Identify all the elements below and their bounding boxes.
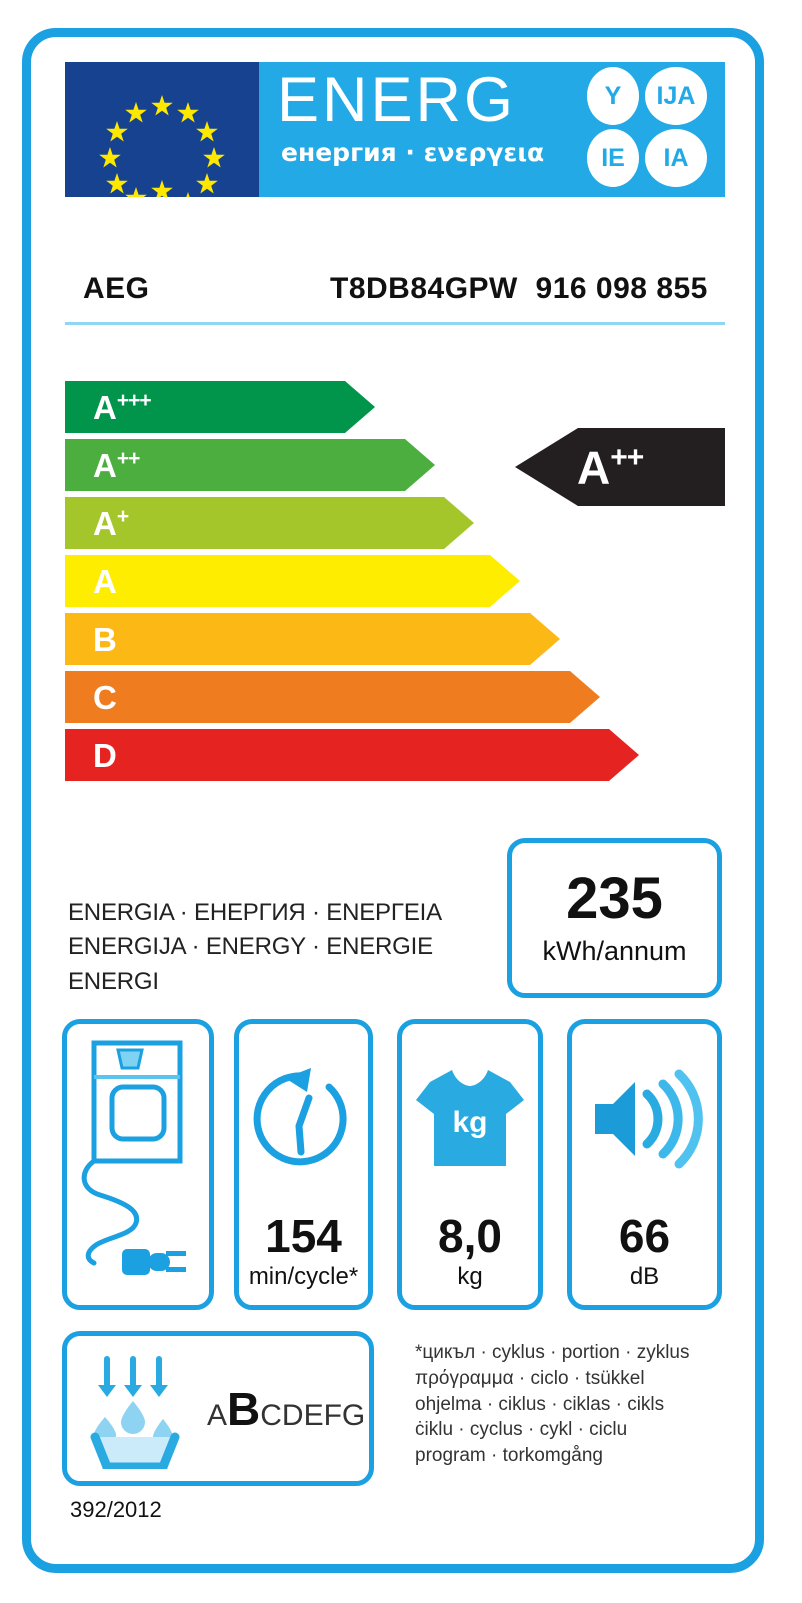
scale-bar-label-4: B [93, 620, 117, 658]
scale-bar-1: A++ [65, 439, 435, 491]
brand-name: AEG [83, 272, 150, 305]
circle-ija: IJA [645, 67, 707, 125]
speaker-svg [594, 1069, 703, 1168]
tumble-dryer-plug-icon [67, 1024, 209, 1287]
footnote-marker: * [415, 1342, 423, 1363]
scale-row-4: B [65, 613, 725, 665]
annual-energy-value: 235 [566, 865, 663, 931]
circle-ie: IE [587, 129, 639, 187]
scale-bar-0: A+++ [65, 381, 375, 433]
cycle-time-unit: min/cycle* [248, 1263, 359, 1290]
condensation-selected: B [227, 1382, 261, 1435]
energy-multilingual-text: ENERGIA · ЕНЕРГИЯ · ΕΝΕΡΓΕΙΑ ENERGIJA · … [68, 896, 488, 999]
svg-text:kg: kg [452, 1106, 487, 1139]
energy-word-line-1: ENERGIA · ЕНЕРГИЯ · ΕΝΕΡΓΕΙΑ [68, 899, 442, 926]
label-header: ENERG енергия · ενεργεια Y IJA IE IA [65, 62, 725, 213]
annual-energy-box: 235 kWh/annum [507, 838, 722, 998]
footnote-line-2: πρόγραμμα · ciclo · tsükkel [415, 1367, 645, 1389]
capacity-value: 8,0 [438, 1210, 502, 1262]
cycle-time-value: 154 [265, 1210, 342, 1262]
language-circles: Y IJA IE IA [587, 67, 717, 193]
energy-word-line-2: ENERGIJA · ENERGY · ENERGIE [68, 933, 433, 961]
energy-rating-label: A++ [577, 441, 644, 494]
energ-band: ENERG енергия · ενεργεια Y IJA IE IA [259, 62, 725, 197]
model-name: T8DB84GPW 916 098 855 [330, 272, 708, 305]
scale-bar-label-2: A+ [93, 505, 129, 542]
scale-row-5: C [65, 671, 725, 723]
scale-bar-2: A+ [65, 497, 474, 549]
speaker-icon [572, 1024, 717, 1213]
footnote-line-1: *цикъл · cyklus · portion · zyklus [415, 1340, 715, 1366]
scale-row-0: A+++ [65, 381, 725, 433]
clock-icon [239, 1024, 368, 1213]
footnote-line-5: program · torkomgång [415, 1445, 603, 1467]
scale-bar-label-5: C [93, 678, 117, 716]
scale-row-6: D [65, 729, 725, 781]
scale-row-1: A++ [65, 439, 725, 491]
footnote-text-1: цикъл · cyklus · portion · zyklus [422, 1342, 690, 1363]
condensation-after: CDEFG [260, 1398, 366, 1432]
label-frame [22, 28, 764, 1573]
scale-bar-label-6: D [93, 736, 117, 774]
metric-boxes: 154 min/cycle* kg 8,0 kg [62, 1019, 722, 1310]
dryer-power-box [62, 1019, 214, 1310]
energy-class-scale: A+++ A++ A+ A B C [65, 381, 725, 791]
circle-y: Y [587, 67, 639, 125]
scale-bar-label-0: A+++ [93, 389, 152, 426]
condensation-class-letters: ABCDEFG [207, 1386, 365, 1432]
capacity-unit: kg [457, 1263, 483, 1290]
eu-stars-svg [99, 95, 225, 213]
circle-ia: IA [645, 129, 707, 187]
noise-value: 66 [618, 1210, 671, 1262]
scale-row-2: A+ [65, 497, 725, 549]
energy-word-line-3: ENERGI [68, 967, 159, 995]
scale-bar-label-1: A++ [93, 447, 140, 484]
header-divider [65, 322, 725, 325]
tshirt-svg: kg [416, 1069, 524, 1166]
product-identification: AEG T8DB84GPW 916 098 855 [65, 272, 725, 320]
noise-unit: dB [629, 1263, 660, 1290]
scale-bar-4: B [65, 613, 560, 665]
scale-bar-label-3: A [93, 562, 117, 600]
condensation-svg [90, 1355, 180, 1469]
condensation-before: A [207, 1398, 228, 1432]
energ-subtitle: енергия · ενεργεια [281, 138, 545, 167]
scale-bar-3: A [65, 555, 520, 607]
cycle-time-box: 154 min/cycle* [234, 1019, 373, 1310]
scale-row-3: A [65, 555, 725, 607]
dryer-plug-svg [81, 1040, 186, 1275]
energ-wordmark: ENERG [277, 65, 517, 135]
noise-box: 66 dB [567, 1019, 722, 1310]
tshirt-kg-icon: kg [402, 1024, 538, 1213]
capacity-box: kg 8,0 kg [397, 1019, 543, 1310]
footnote-line-3: ohjelma · ciklus · ciklas · cikls [415, 1393, 665, 1415]
condensation-efficiency-box: ABCDEFG [62, 1331, 374, 1486]
cycle-footnote: *цикъл · cyklus · portion · zyklus πρόγρ… [415, 1340, 715, 1469]
scale-bar-6: D [65, 729, 639, 781]
annual-energy-unit: kWh/annum [542, 935, 687, 966]
regulation-number: 392/2012 [70, 1497, 162, 1522]
scale-bar-5: C [65, 671, 600, 723]
eu-flag-icon [65, 62, 259, 213]
footnote-line-4: ċiklu · cyclus · cykl · ciclu [415, 1419, 628, 1441]
water-drops-basket-icon [67, 1349, 207, 1469]
clock-svg [253, 1067, 347, 1165]
